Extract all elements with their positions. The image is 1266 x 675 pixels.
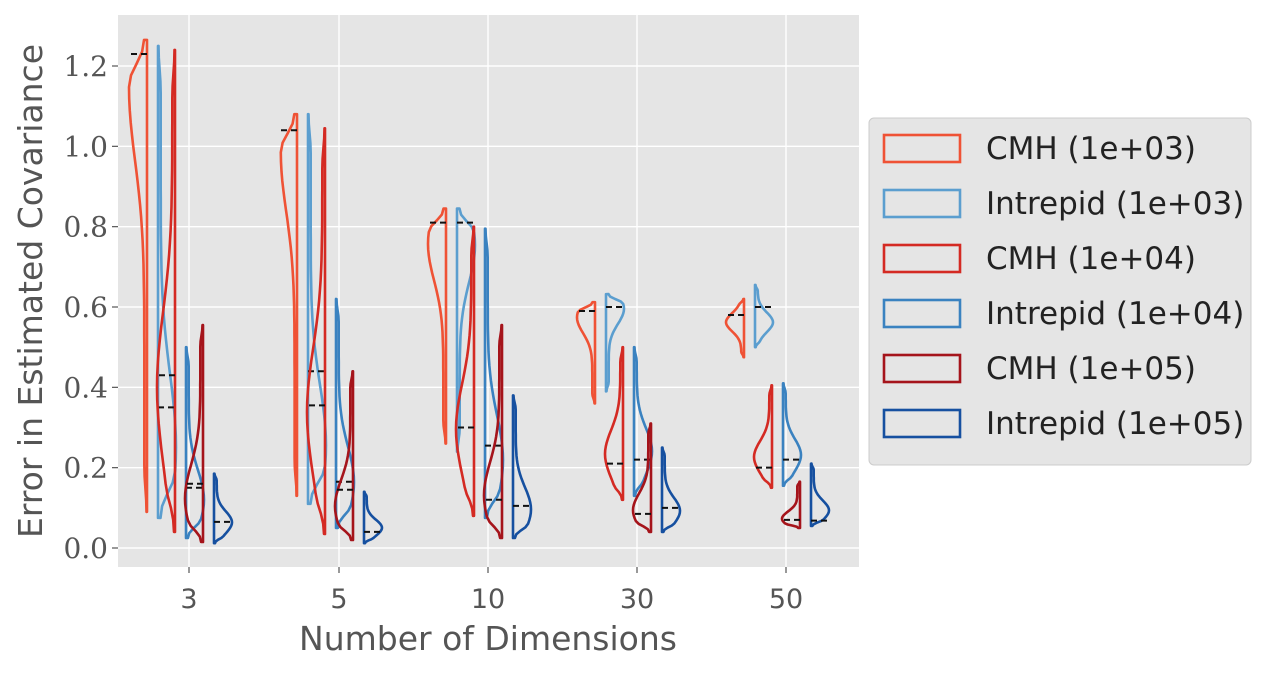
legend-label: Intrepid (1e+04) — [986, 296, 1244, 332]
legend-swatch — [882, 298, 962, 329]
legend-label: CMH (1e+05) — [986, 351, 1196, 387]
violin-shape — [279, 112, 299, 498]
x-tick-label: 50 — [769, 584, 803, 615]
violin-shape — [604, 292, 626, 393]
legend-label: CMH (1e+04) — [986, 241, 1196, 277]
violin-shape — [482, 323, 504, 540]
violin-shape — [781, 382, 803, 488]
violin-shape — [183, 323, 205, 544]
violin-shape — [660, 446, 682, 534]
y-tick-label: 1.2 — [63, 50, 108, 83]
violin-shape — [362, 490, 384, 545]
y-tick-label: 0.2 — [63, 452, 108, 485]
violin-shape — [724, 297, 746, 359]
legend-swatch — [882, 353, 962, 384]
legend-swatch — [882, 408, 962, 439]
violin-shape — [752, 384, 774, 490]
x-tick-label: 5 — [330, 584, 347, 615]
legend-label: Intrepid (1e+03) — [986, 186, 1244, 222]
violins — [127, 38, 831, 545]
violin-shape — [127, 38, 149, 514]
legend-swatch — [882, 133, 962, 164]
violin-shape — [155, 48, 177, 534]
y-tick-label: 1.0 — [63, 130, 108, 163]
legend: CMH (1e+03) Intrepid (1e+03) CMH (1e+04) In… — [868, 117, 1252, 466]
x-tick-label: 10 — [471, 584, 505, 615]
x-tick-label: 30 — [620, 584, 654, 615]
violin-shape — [212, 472, 234, 545]
violin-shape — [753, 283, 775, 349]
violin-shape — [511, 394, 533, 540]
legend-swatch — [882, 243, 962, 274]
legend-swatch — [882, 188, 962, 219]
violin-shape — [603, 345, 625, 502]
legend-box — [868, 117, 1252, 466]
legend-label: Intrepid (1e+05) — [986, 406, 1244, 442]
y-tick-label: 0.6 — [63, 291, 108, 324]
y-tick-label: 0.4 — [63, 371, 108, 404]
violin-shape — [454, 225, 476, 518]
violin-shape — [631, 422, 653, 534]
violin-shape — [809, 462, 831, 528]
violin-shape — [333, 369, 355, 542]
violin-shape — [780, 480, 802, 530]
y-axis-ticks: 0.0 0.2 0.4 0.6 0.8 1.0 1.2 — [63, 50, 118, 565]
x-axis-ticks: 3 5 10 30 50 — [180, 567, 803, 615]
y-axis-label: Error in Estimated Covariance — [11, 44, 50, 538]
y-tick-label: 0.0 — [63, 532, 108, 565]
legend-label: CMH (1e+03) — [986, 131, 1196, 167]
y-tick-label: 0.8 — [63, 211, 108, 244]
x-axis-label: Number of Dimensions — [299, 619, 677, 658]
violin-shape — [426, 207, 448, 445]
violin-shape — [305, 126, 327, 536]
violin-shape — [575, 300, 597, 405]
x-tick-label: 3 — [180, 584, 197, 615]
